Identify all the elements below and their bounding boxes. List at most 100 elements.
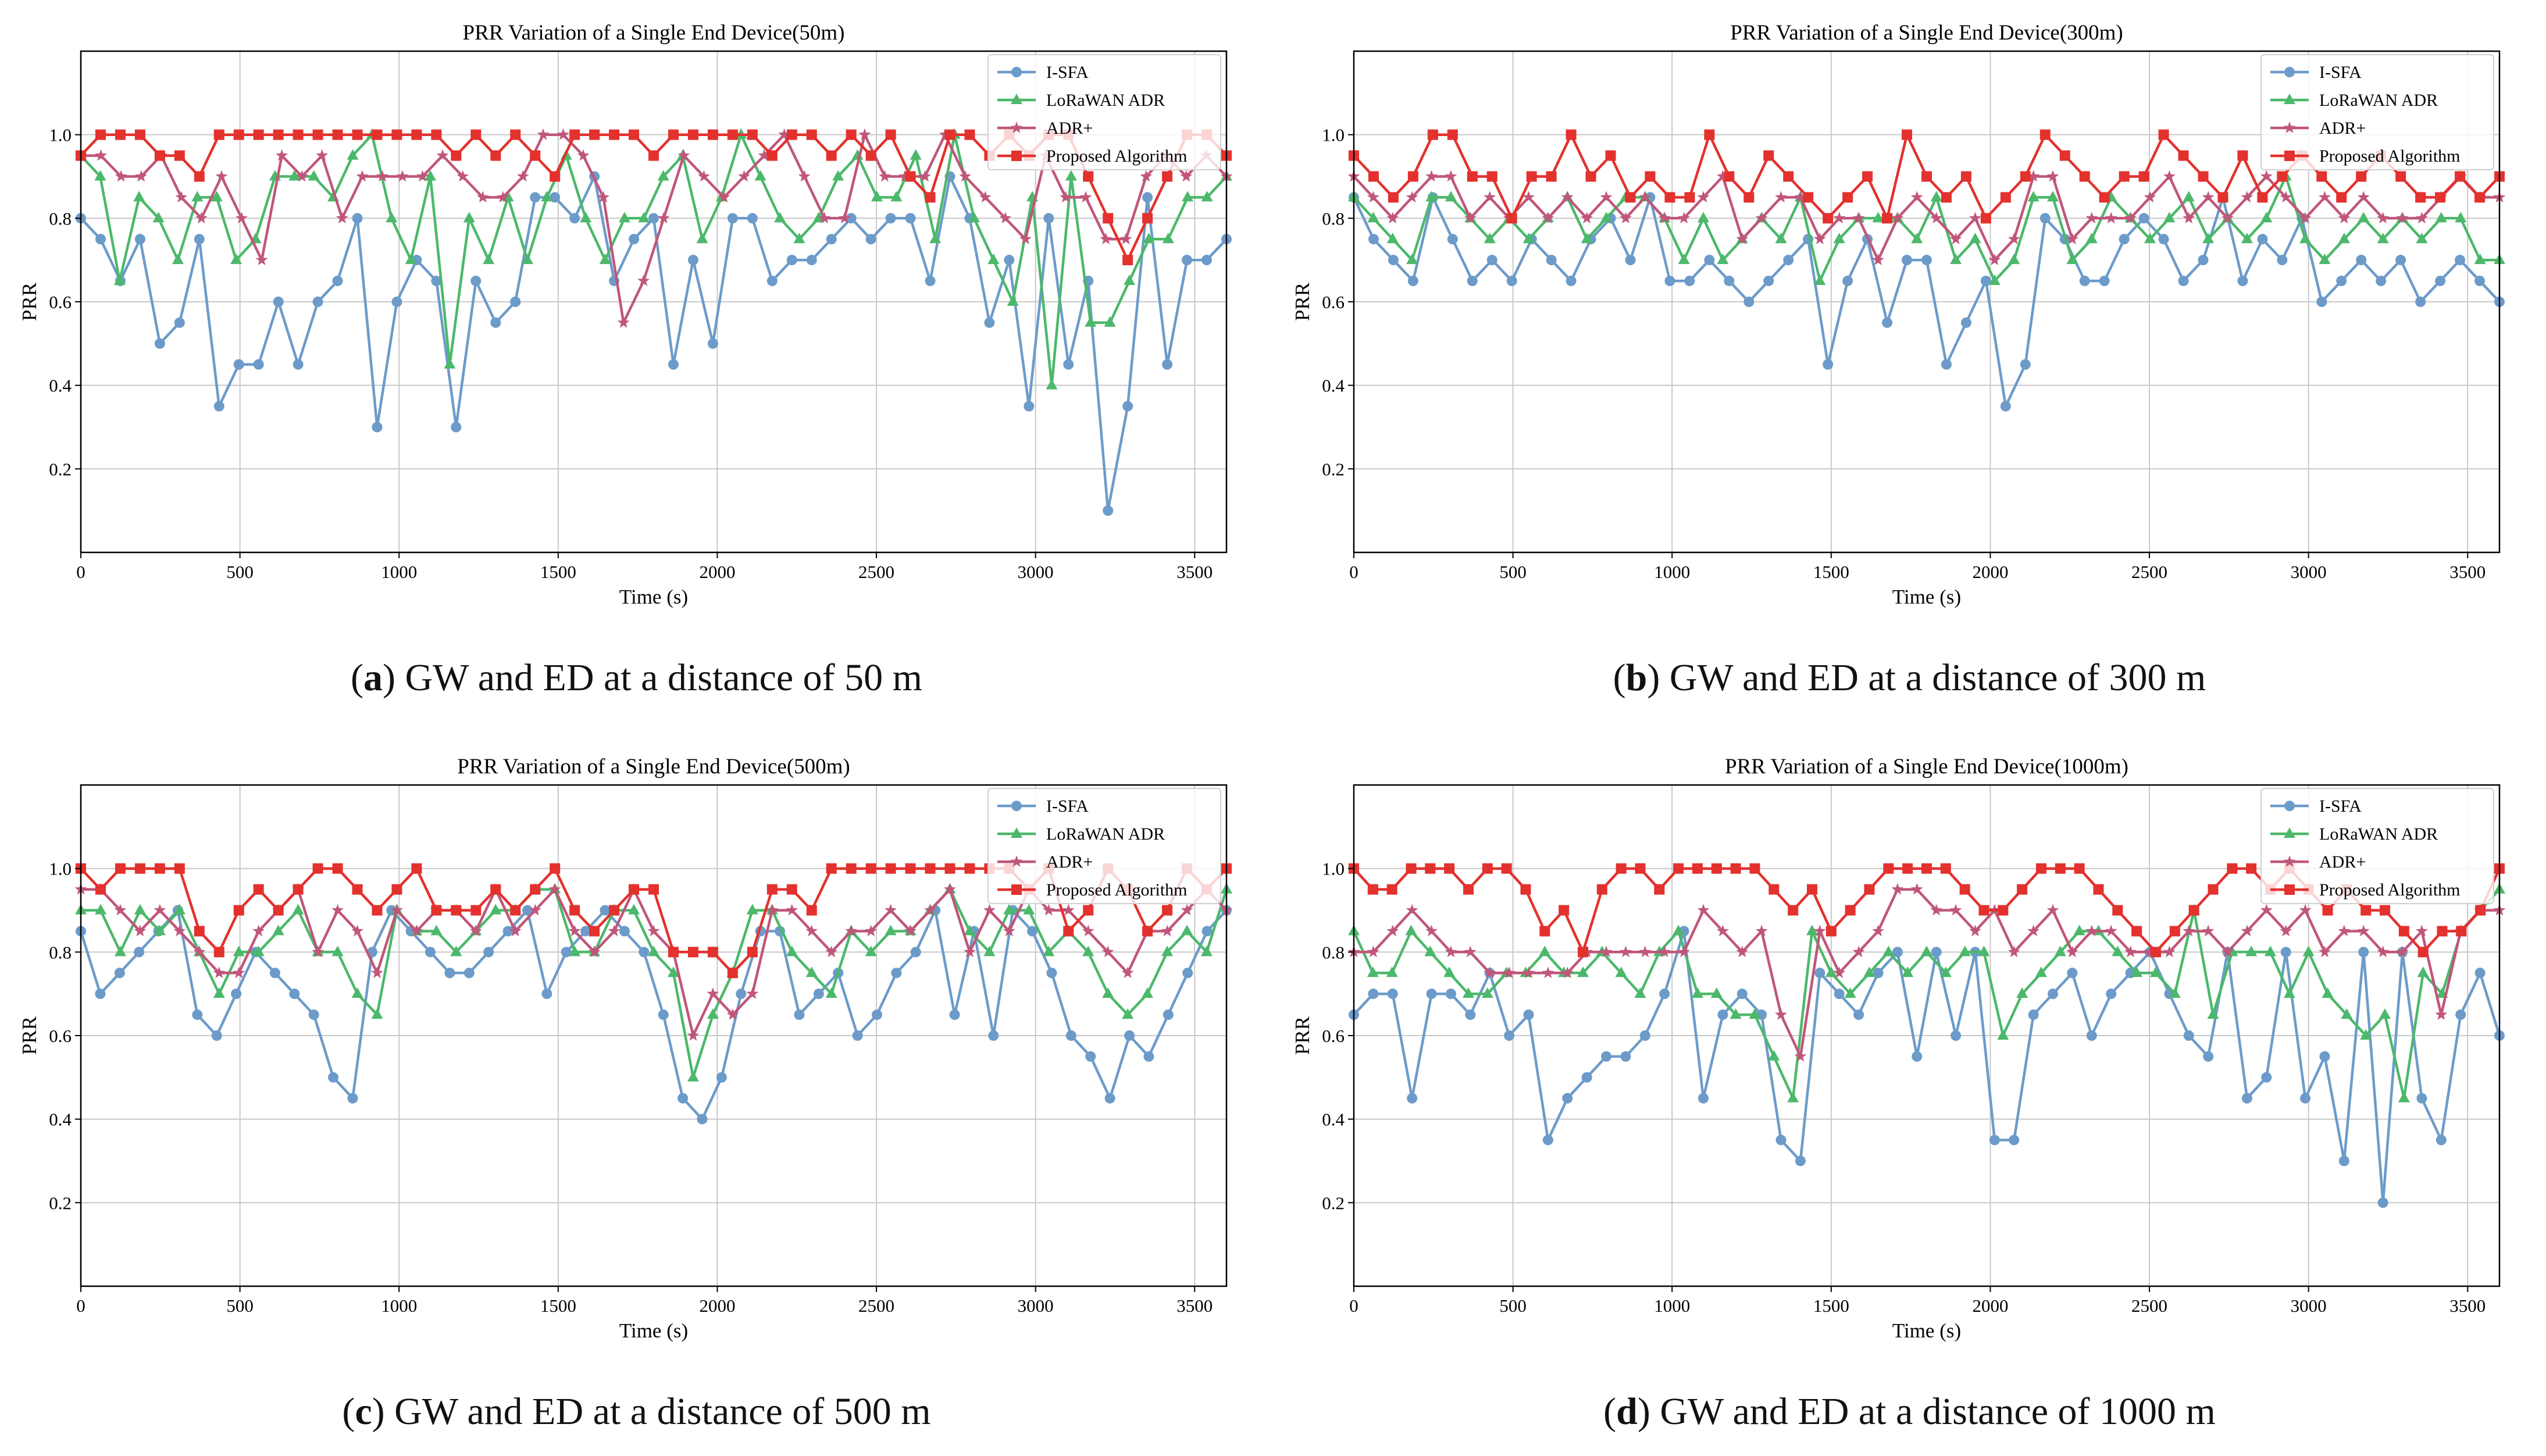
data-point [1042,904,1055,916]
data-point [638,212,650,223]
data-point [1692,987,1703,998]
data-point [134,904,146,915]
data-point [1716,925,1729,937]
panel-a: 0 500 1000 1500 2000 2500 3000 3500 0.2 0.4 0.6 0.8… [0,0,1273,722]
data-point [726,1008,739,1020]
data-point [115,129,126,140]
data-point [999,212,1012,224]
caption-letter: d [1616,1390,1638,1433]
legend-marker [1010,855,1023,867]
data-point [964,925,976,936]
caption-letter: c [355,1390,372,1433]
data-point [1794,1050,1807,1062]
data-point [2106,988,2117,1000]
data-point [1833,212,1846,224]
data-point [1616,863,1627,874]
data-point [2280,925,2292,937]
data-point [1988,254,2001,266]
data-point [746,987,759,1000]
data-point [2183,1030,2194,1041]
data-point [213,947,224,958]
caption-text: GW and ED at a distance of 50 m [405,656,922,699]
data-point [1833,233,1845,244]
data-point [1978,945,1990,957]
data-point [253,359,264,370]
data-point [391,904,403,916]
data-point [1407,276,1418,287]
data-point [1620,945,1632,958]
data-point [174,150,185,161]
data-point [95,988,106,1000]
data-point [1103,213,1114,224]
data-point [134,234,145,245]
data-point [2198,255,2209,266]
x-tick-label: 1000 [381,1296,417,1316]
data-point [113,274,126,286]
data-point [295,170,308,182]
data-point [2027,170,2040,182]
x-tick-label: 2000 [1972,562,2008,582]
data-point [1852,212,1865,224]
data-point [1989,1134,2000,1145]
data-point [316,149,329,161]
data-point [1724,276,1735,287]
data-point [1882,945,1895,957]
data-point [2416,1093,2427,1104]
data-point [231,988,242,1000]
data-point [1620,1051,1631,1062]
data-point [1180,170,1193,182]
data-point [747,213,758,224]
data-point [114,904,127,916]
data-point [1142,213,1153,224]
legend-item: ADR+ [2270,119,2366,138]
data-point [1546,171,1557,182]
chart-b: 0 500 1000 1500 2000 2500 3000 3500 0.2 0.4 0.6 0.8… [1291,21,2506,608]
data-point [529,904,541,916]
data-point [289,988,300,1000]
series-proposed-algorithm [1349,863,2505,958]
data-point [1182,968,1193,979]
data-point [885,925,897,936]
data-point [1019,233,1032,245]
data-point [2183,191,2195,202]
data-point [2455,212,2467,223]
data-point [490,884,501,895]
data-point [1730,1008,1742,1019]
data-point [1581,1072,1592,1083]
data-point [1181,904,1193,916]
data-point [230,254,243,265]
data-point [451,150,462,161]
data-point [2455,1009,2466,1020]
data-point [483,254,495,265]
data-point [530,192,541,203]
data-point [1710,987,1723,998]
data-point [436,149,449,161]
data-point [1368,988,1379,1000]
data-point [1083,171,1094,182]
caption-text: GW and ED at a distance of 500 m [394,1390,931,1433]
data-point [1142,987,1154,998]
data-point [1046,968,1057,979]
data-point [1921,945,1932,957]
data-point [2066,233,2078,245]
data-point [2277,171,2288,182]
data-point [332,863,343,874]
data-point [2357,191,2370,203]
data-point [537,128,550,140]
data-point [312,945,324,958]
data-point [1367,945,1379,958]
data-point [1122,1008,1134,1019]
data-point [152,212,165,223]
data-point [134,925,147,937]
legend: I-SFA LoRaWAN ADR ADR+ Proposed Algorithm [2260,54,2494,170]
data-point [1062,904,1075,916]
data-point [1736,988,1748,1000]
data-point [211,191,223,202]
data-point [405,254,417,265]
data-point [806,255,817,266]
data-point [2395,255,2406,266]
data-point [657,170,669,181]
data-point [1561,191,1574,203]
data-point [411,129,422,140]
data-point [463,968,475,979]
